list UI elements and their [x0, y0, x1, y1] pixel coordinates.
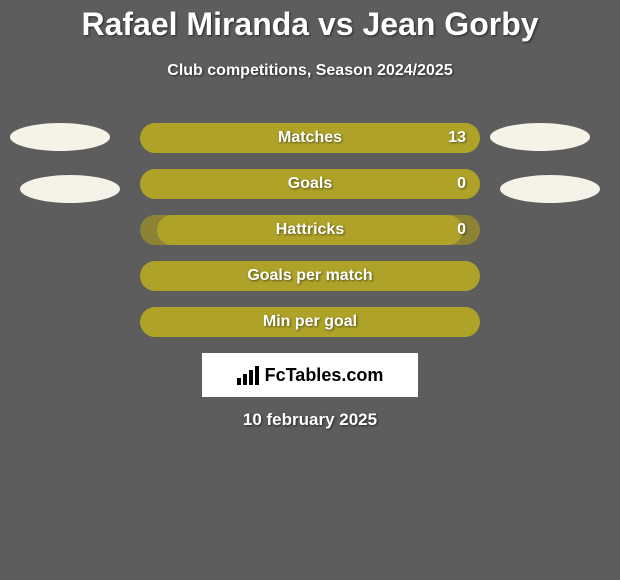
logo-text: FcTables.com: [265, 365, 384, 386]
stat-value: 13: [448, 129, 466, 147]
stat-label: Goals: [288, 175, 332, 193]
page-title: Rafael Miranda vs Jean Gorby: [0, 6, 620, 43]
date-label: 10 february 2025: [0, 410, 620, 430]
stat-label: Matches: [278, 129, 342, 147]
left-ellipse-2: [20, 175, 120, 203]
stat-value: 0: [457, 221, 466, 239]
stat-value: 0: [457, 175, 466, 193]
stat-row-min-per-goal: Min per goal: [140, 307, 480, 337]
stat-row-goals-per-match: Goals per match: [140, 261, 480, 291]
right-ellipse-1: [490, 123, 590, 151]
chart-icon: [237, 366, 259, 385]
stat-row-hattricks: Hattricks 0: [140, 215, 480, 245]
stat-label: Goals per match: [247, 267, 372, 285]
stat-label: Min per goal: [263, 313, 357, 331]
right-ellipse-2: [500, 175, 600, 203]
stat-label: Hattricks: [276, 221, 344, 239]
stat-row-matches: Matches 13: [140, 123, 480, 153]
stat-row-goals: Goals 0: [140, 169, 480, 199]
subtitle: Club competitions, Season 2024/2025: [0, 62, 620, 80]
fctables-logo: FcTables.com: [202, 353, 418, 397]
left-ellipse-1: [10, 123, 110, 151]
